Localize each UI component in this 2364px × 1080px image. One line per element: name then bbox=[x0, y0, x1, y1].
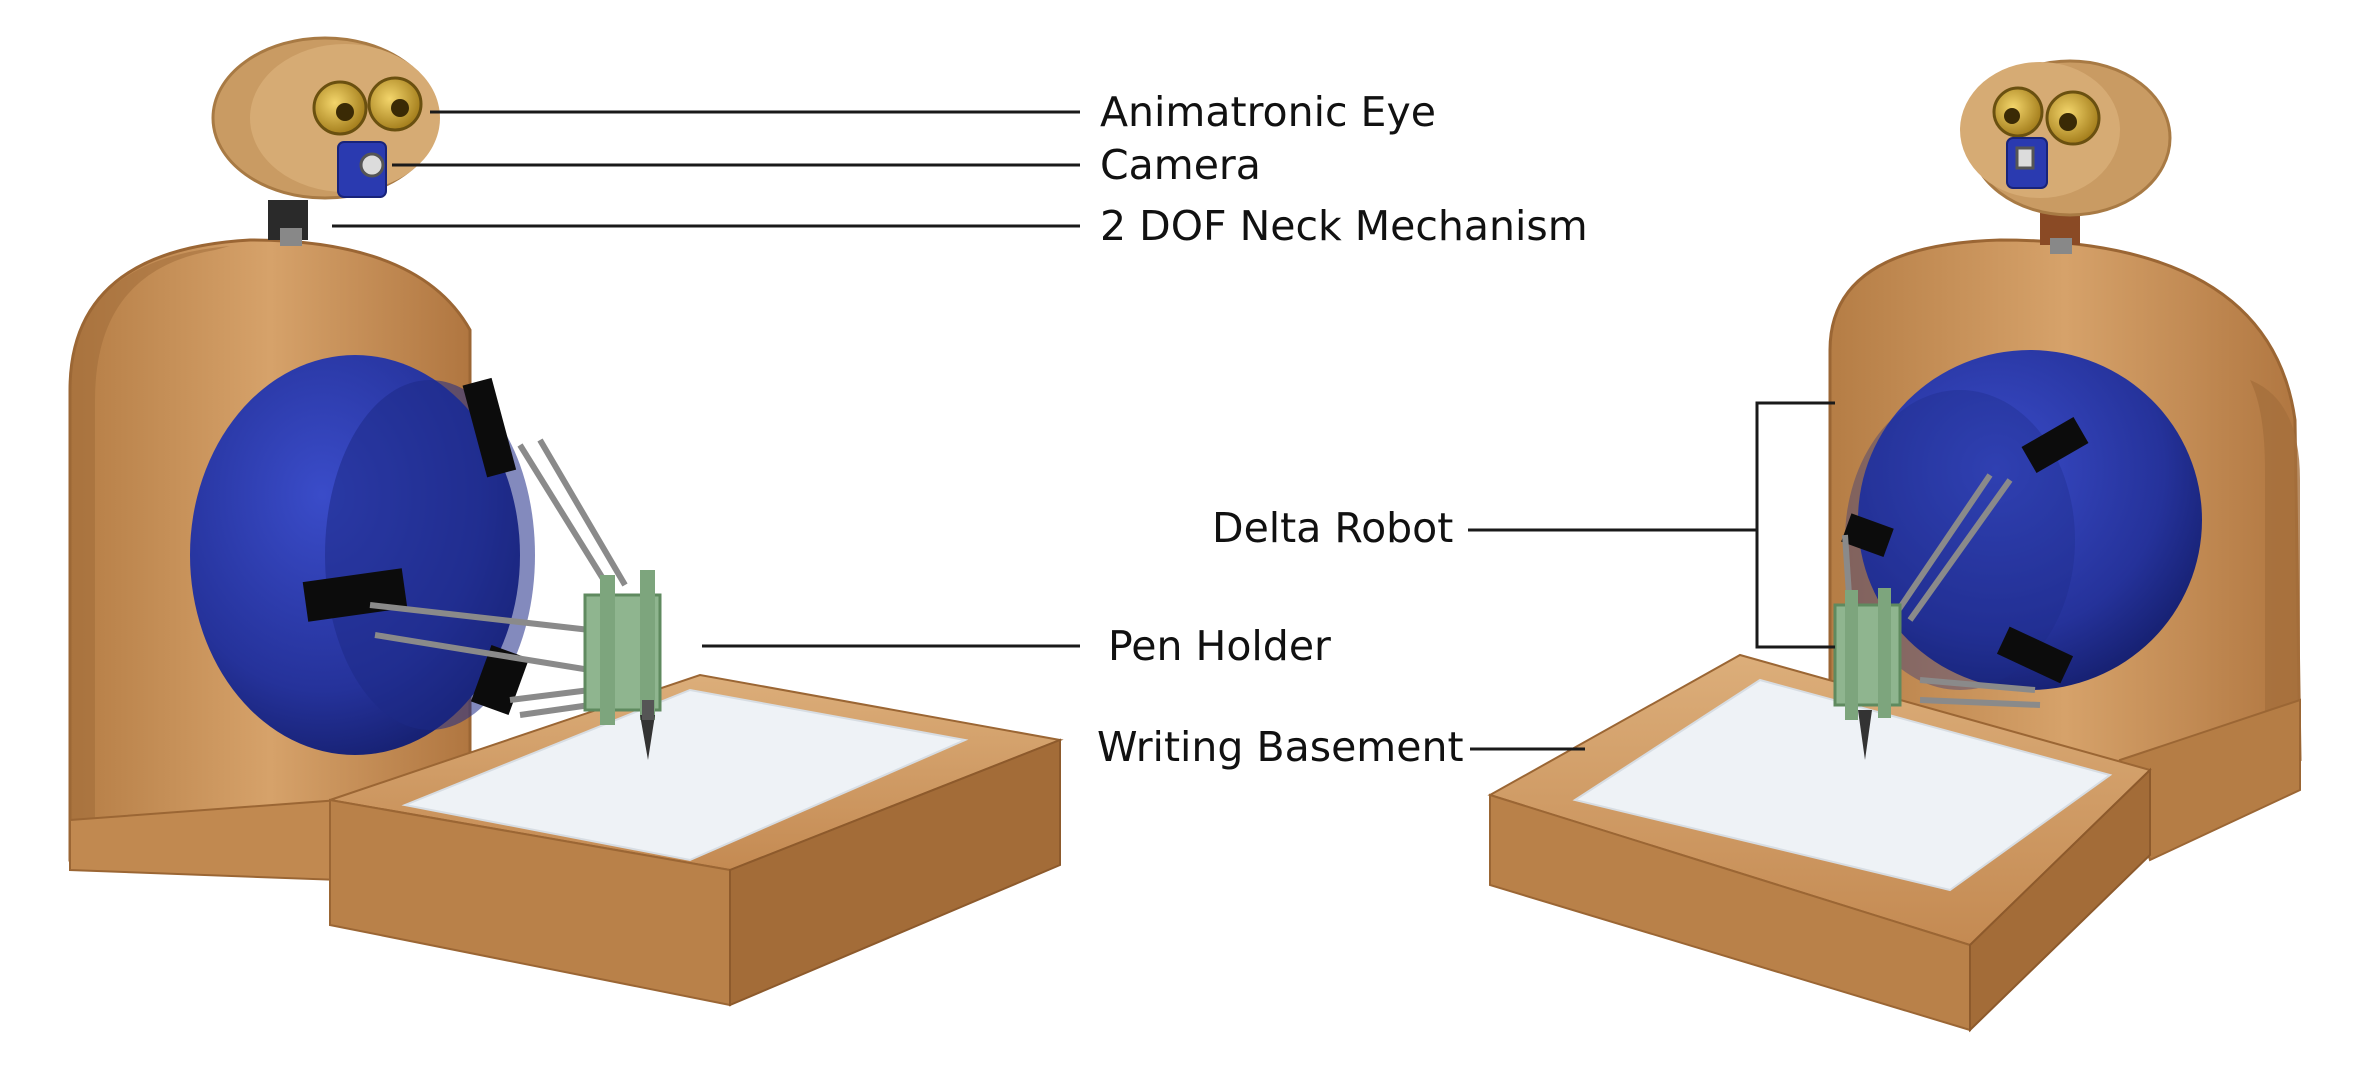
label-camera: Camera bbox=[1100, 141, 1261, 189]
right-blue-sphere bbox=[1858, 350, 2202, 690]
left-writing-base-side bbox=[729, 738, 1061, 1007]
leader-lines bbox=[332, 110, 1835, 751]
label-pen-holder: Pen Holder bbox=[1108, 622, 1331, 670]
left-head bbox=[211, 36, 440, 200]
right-head bbox=[1960, 59, 2172, 217]
label-neck-mechanism: 2 DOF Neck Mechanism bbox=[1100, 202, 1588, 250]
leader-delta-robot-bracket bbox=[1755, 401, 1835, 649]
label-writing-basement: Writing Basement bbox=[1097, 723, 1464, 771]
left-paper bbox=[401, 688, 969, 862]
right-writing-base-side bbox=[1969, 767, 2151, 1033]
left-robot bbox=[68, 36, 1064, 1007]
label-animatronic-eye: Animatronic Eye bbox=[1100, 88, 1436, 136]
right-robot bbox=[1487, 59, 2302, 1033]
left-back-plate-edge bbox=[70, 246, 230, 860]
right-pen-holder bbox=[1833, 588, 1902, 760]
left-pen-holder bbox=[583, 570, 662, 760]
label-delta-robot: Delta Robot bbox=[1212, 504, 1454, 552]
right-paper bbox=[1572, 678, 2113, 892]
